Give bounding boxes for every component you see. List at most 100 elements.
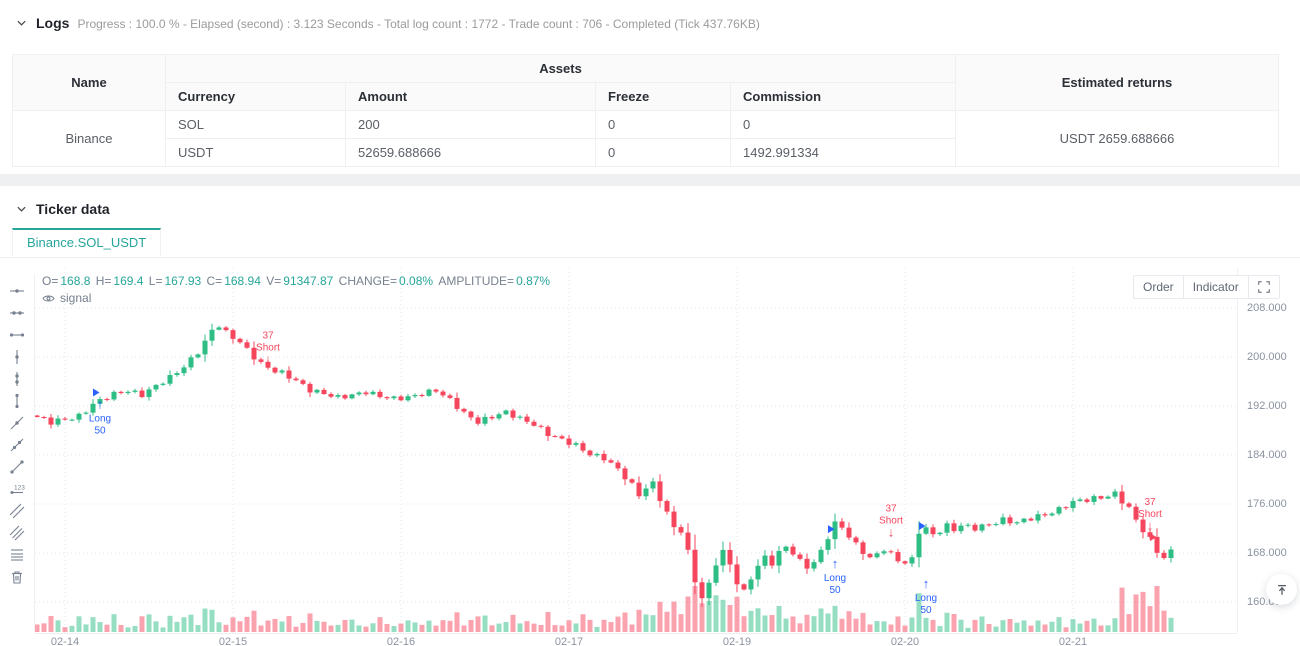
legend-value: 91347.87 [283, 274, 337, 288]
candle-body [300, 380, 306, 384]
volume-bar [944, 612, 950, 632]
candle-body [468, 411, 474, 418]
volume-bar [755, 608, 761, 632]
candle-body [1042, 514, 1048, 516]
volume-bar [1035, 620, 1041, 632]
straight-line-tool-icon[interactable] [9, 415, 25, 431]
candle-body [272, 367, 278, 373]
trade-marker-text: Long [89, 414, 111, 425]
candle-body [62, 418, 68, 420]
volume-bar [587, 619, 593, 632]
trade-marker-text: Long [824, 573, 846, 584]
candle-body [587, 450, 593, 456]
tab-binance-sol-usdt[interactable]: Binance.SOL_USDT [12, 228, 162, 256]
horizontal-ray-line-tool-icon[interactable] [9, 305, 25, 321]
horizontal-segment-tool-icon[interactable] [9, 327, 25, 343]
legend-label: O= [42, 274, 59, 288]
volume-bar [125, 627, 131, 632]
volume-bar [48, 616, 54, 632]
candle-body [832, 521, 838, 540]
vertical-segment-tool-icon[interactable] [9, 393, 25, 409]
horizontal-straight-line-tool-icon[interactable] [9, 283, 25, 299]
volume-bar [1007, 619, 1013, 632]
volume-bar [965, 627, 971, 632]
fibonacci-line-tool-icon[interactable] [9, 547, 25, 563]
volume-bar [377, 617, 383, 632]
candle-body [1154, 536, 1160, 553]
candle-body [734, 564, 740, 585]
volume-bar [1028, 625, 1034, 632]
ray-line-tool-icon[interactable] [9, 437, 25, 453]
candle-body [35, 415, 40, 418]
volume-bar [153, 621, 159, 632]
candle-body [622, 468, 628, 480]
currency-cell: SOL [165, 110, 346, 139]
volume-bar [790, 616, 796, 632]
legend-value: 167.93 [164, 274, 205, 288]
candle-body [188, 357, 194, 368]
candle-body [594, 453, 600, 456]
trade-marker-text: ↑ [923, 576, 930, 591]
candle-body [251, 347, 257, 360]
back-to-top-button[interactable] [1266, 574, 1297, 605]
volume-bar [440, 620, 446, 632]
candle-body [804, 558, 810, 569]
candle-body [685, 532, 691, 550]
candle-body [545, 426, 551, 437]
candle-body [377, 391, 383, 398]
trade-marker-text: 37 [885, 504, 897, 515]
volume-bar [1161, 610, 1167, 632]
parallel-straight-line-tool-icon[interactable] [9, 503, 25, 519]
price-tick-label: 192.000 [1247, 400, 1287, 412]
signal-overlay-toggle[interactable]: signal [42, 291, 91, 305]
volume-bar [608, 622, 614, 632]
signal-flag-icon [919, 522, 926, 531]
candle-body [1098, 496, 1104, 499]
candle-body [321, 389, 327, 395]
volume-bar [293, 626, 299, 632]
indicator-button[interactable]: Indicator [1182, 276, 1248, 298]
candle-body [1021, 518, 1027, 523]
date-tick-label: 02-17 [555, 636, 583, 646]
assets-table: Name Assets Estimated returns Currency A… [12, 54, 1280, 167]
candle-body [517, 416, 523, 418]
volume-bar [83, 624, 89, 632]
vertical-straight-line-tool-icon[interactable] [9, 349, 25, 365]
volume-bar [713, 595, 719, 632]
volume-bar [118, 624, 124, 632]
volume-bar [678, 614, 684, 632]
volume-bar [923, 617, 929, 632]
segment-tool-icon[interactable] [9, 459, 25, 475]
trade-marker-text: 50 [94, 426, 106, 437]
price-channel-line-tool-icon[interactable] [9, 525, 25, 541]
amount-cell: 200 [345, 110, 596, 139]
fullscreen-icon[interactable] [1247, 276, 1279, 298]
order-button[interactable]: Order [1143, 280, 1174, 294]
volume-bar [1021, 620, 1027, 632]
volume-bar [146, 614, 152, 632]
price-line-tool-icon[interactable]: 123 [9, 481, 25, 497]
volume-bar [1105, 625, 1111, 632]
volume-bar [188, 614, 194, 632]
volume-bar [972, 619, 978, 632]
col-header-currency: Currency [165, 82, 346, 111]
candle-body [440, 391, 446, 396]
volume-bar [741, 616, 747, 632]
candle-body [1035, 514, 1041, 521]
vertical-ray-line-tool-icon[interactable] [9, 371, 25, 387]
candle-body [454, 397, 460, 409]
volume-bar [62, 627, 68, 632]
collapse-ticker-chevron-icon[interactable] [14, 202, 28, 216]
candlestick-plot[interactable]: 02-14 02-15 02-16 02-17 02-19 02-20 02-21 ↑ Long… [35, 268, 1237, 646]
collapse-logs-chevron-icon[interactable] [14, 16, 28, 30]
delete-tool-icon[interactable] [9, 569, 25, 585]
volume-bar [538, 625, 544, 632]
price-axis[interactable]: 208.000 200.000 192.000 184.000 176.000 168.0… [1237, 268, 1300, 633]
signal-flag-icon [1150, 533, 1157, 542]
candle-body [1007, 517, 1013, 524]
volume-bar [209, 609, 215, 632]
volume-bar [1091, 618, 1097, 632]
volume-bar [986, 624, 992, 632]
volume-bar [517, 623, 523, 632]
trade-marker-text: ↓ [888, 525, 895, 540]
